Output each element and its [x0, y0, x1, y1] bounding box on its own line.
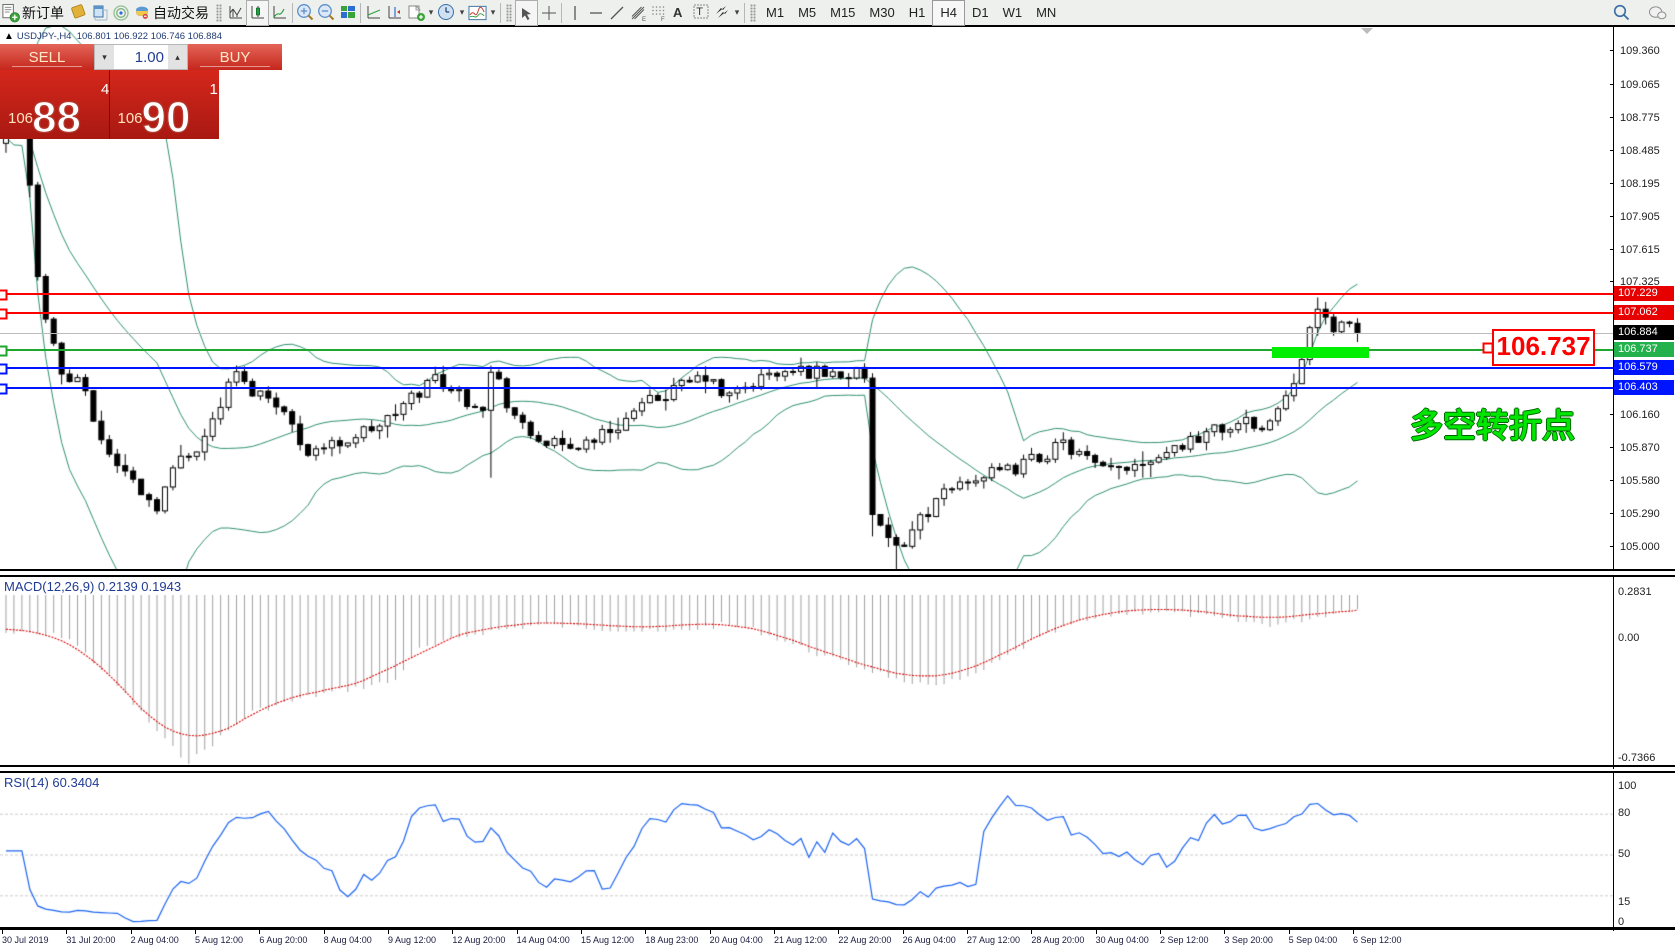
svg-text:A: A: [673, 5, 683, 20]
svg-text:E: E: [642, 17, 646, 22]
svg-text:F: F: [661, 17, 665, 22]
svg-text:T: T: [696, 6, 703, 18]
